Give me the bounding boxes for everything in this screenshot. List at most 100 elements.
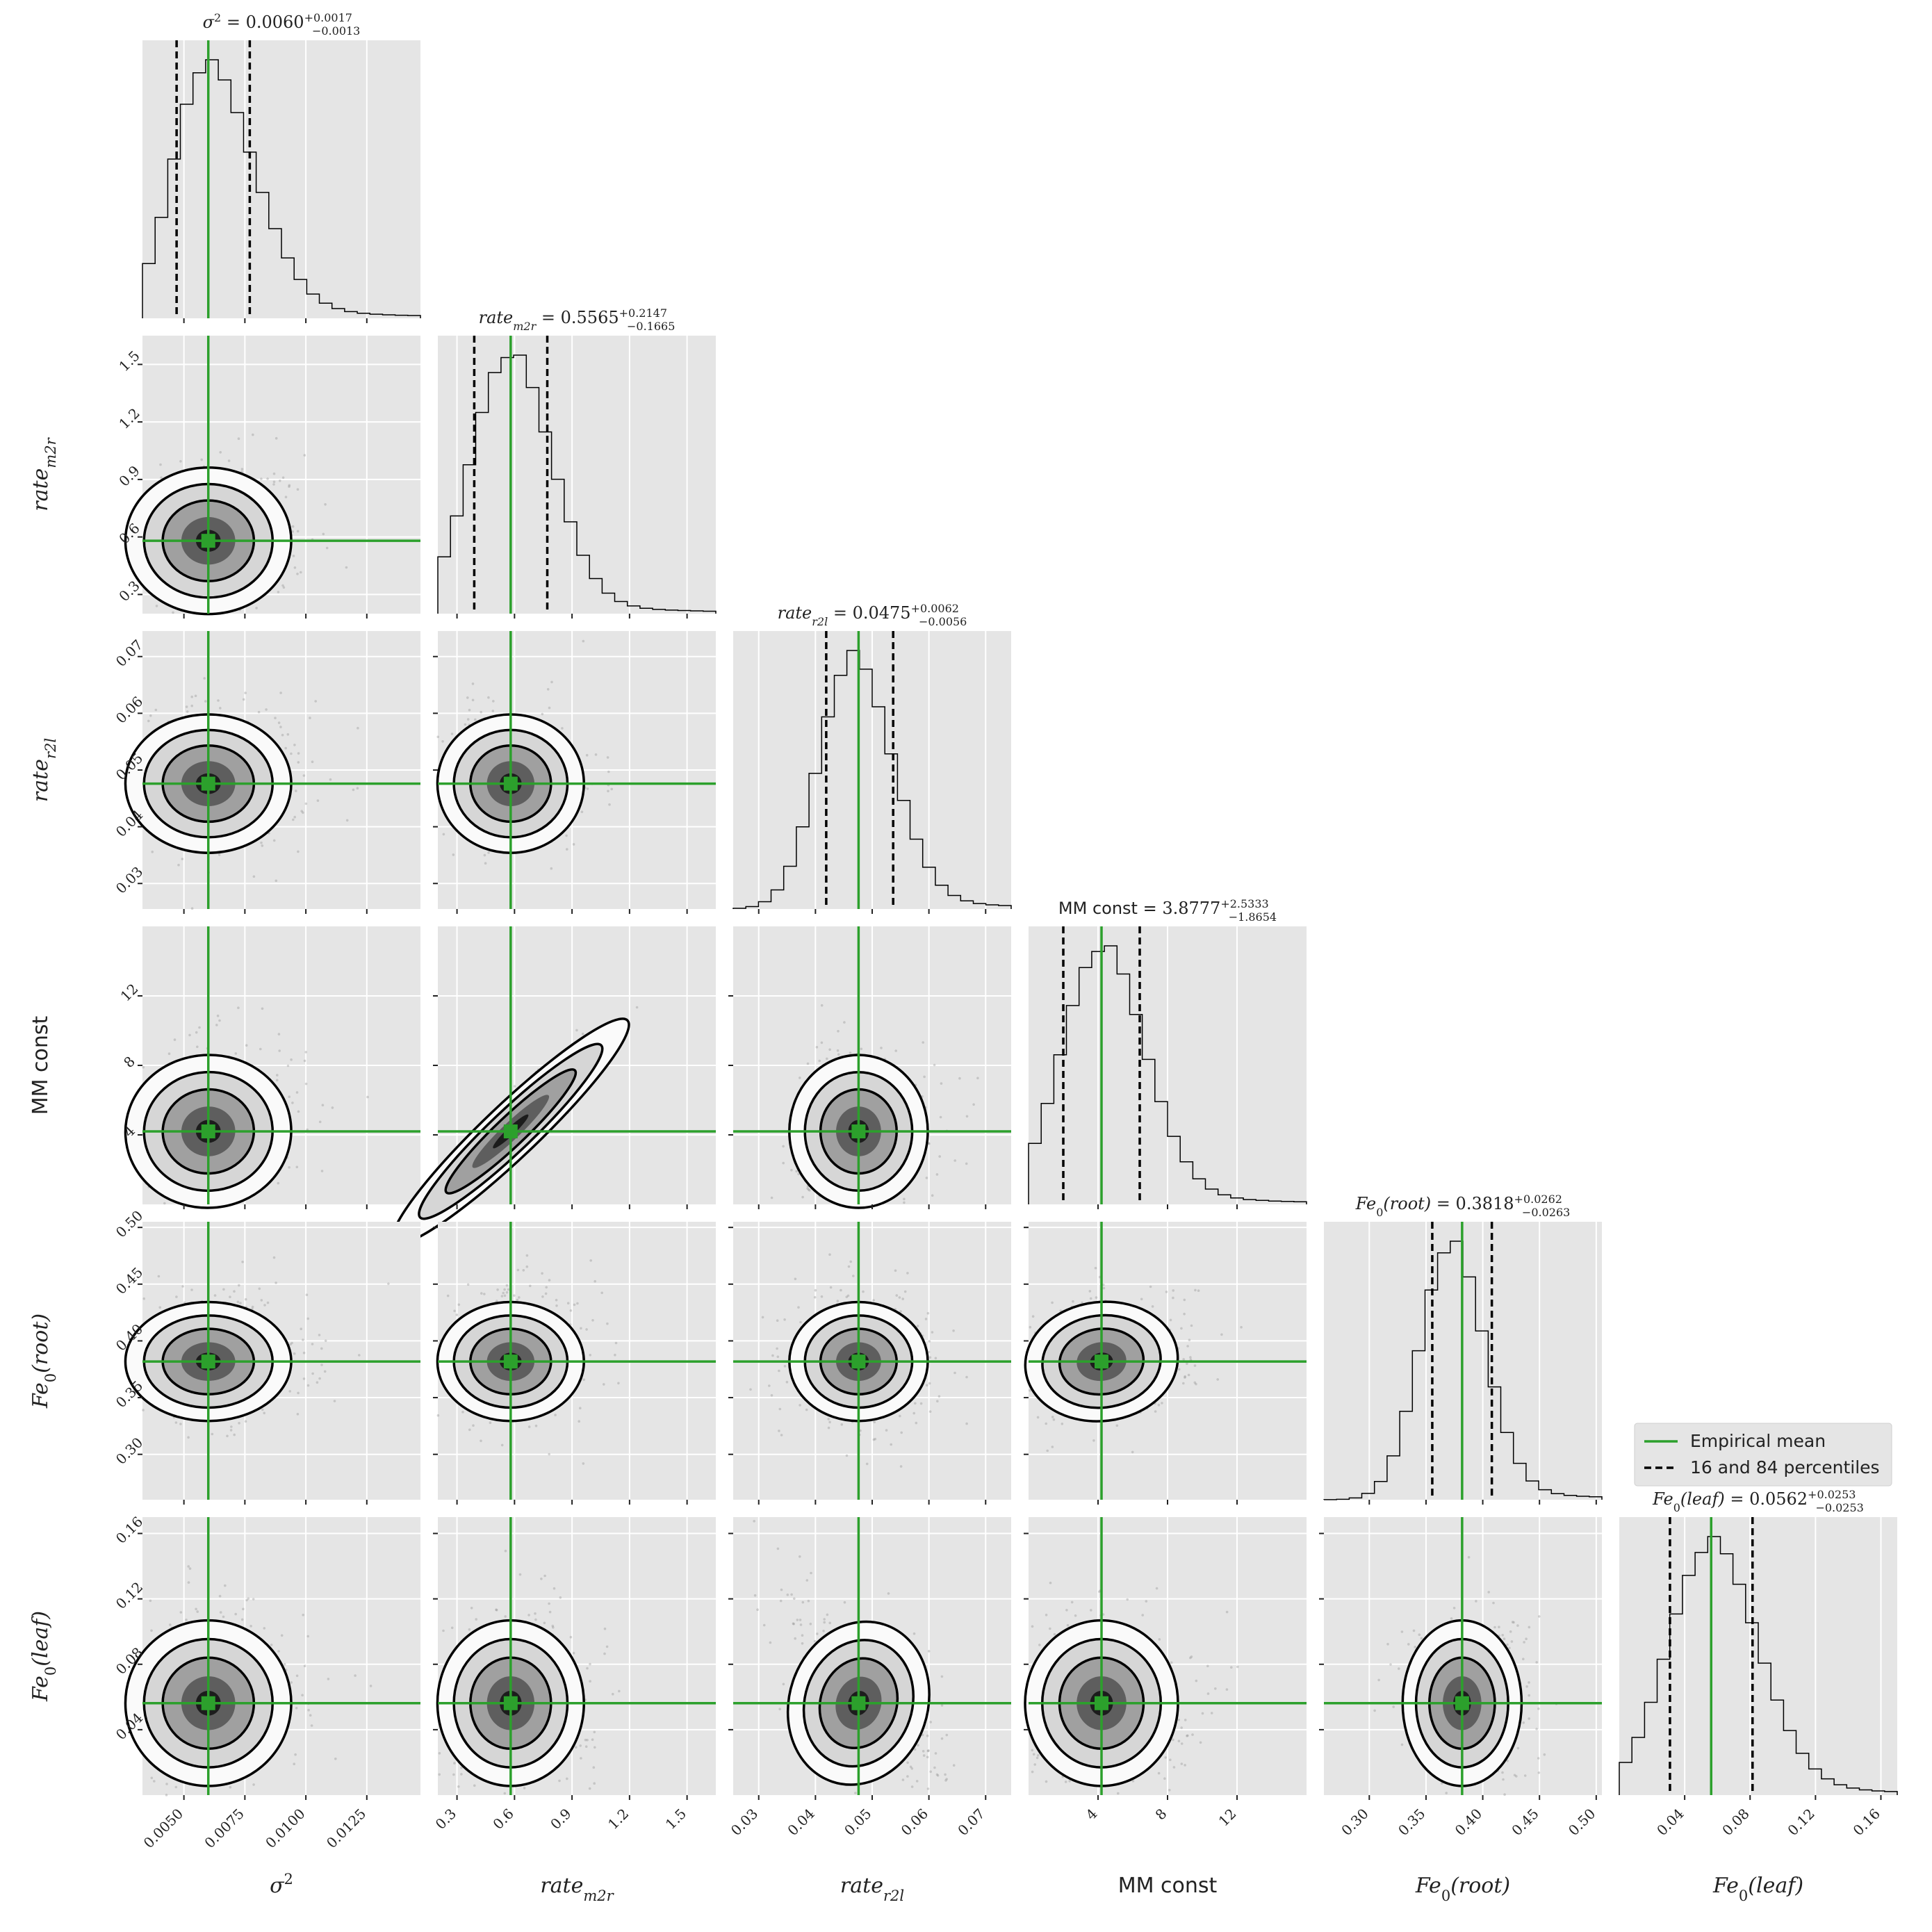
scatter-point xyxy=(177,863,180,867)
scatter-point xyxy=(550,680,553,684)
scatter-point xyxy=(1036,1416,1040,1419)
scatter-point xyxy=(575,1746,578,1749)
scatter-point xyxy=(284,746,287,750)
scatter-point xyxy=(275,1079,279,1082)
scatter-point xyxy=(196,1610,199,1613)
scatter-point xyxy=(306,1384,310,1387)
scatter-point xyxy=(241,1261,244,1263)
scatter-point xyxy=(783,1318,786,1321)
scatter-point xyxy=(900,1431,903,1434)
scatter-point xyxy=(581,1032,584,1035)
scatter-point xyxy=(541,712,544,716)
scatter-point xyxy=(173,1038,177,1041)
y-tick-label: 0.9 xyxy=(115,462,142,489)
scatter-point xyxy=(828,1048,831,1051)
scatter-point xyxy=(244,1297,247,1301)
scatter-point xyxy=(919,1402,923,1405)
scatter-point xyxy=(593,1730,596,1734)
scatter-point xyxy=(1216,1378,1219,1381)
scatter-point xyxy=(1045,1422,1047,1425)
scatter-point xyxy=(219,451,222,454)
scatter-point xyxy=(940,1082,943,1085)
scatter-point xyxy=(618,1689,621,1693)
scatter-point xyxy=(198,1026,201,1029)
scatter-point xyxy=(518,1296,521,1299)
scatter-point xyxy=(953,1159,956,1162)
histogram-steps xyxy=(437,354,717,614)
scatter-point xyxy=(155,605,158,607)
y-tick-label: 0.30 xyxy=(113,1434,146,1468)
scatter-point xyxy=(797,1306,800,1309)
scatter-point xyxy=(229,1429,233,1432)
scatter-point xyxy=(1131,1450,1134,1454)
scatter-point xyxy=(306,1635,309,1638)
scatter-point xyxy=(236,1300,240,1304)
histogram-panel-rate_r2l: rater2l = 0.0475+0.0062 −0.0056 xyxy=(732,602,1012,914)
scatter-point xyxy=(255,607,258,609)
scatter-point xyxy=(845,1454,849,1457)
scatter-point xyxy=(480,1292,483,1295)
scatter-point xyxy=(272,1256,276,1259)
scatter-point xyxy=(1102,1286,1106,1290)
scatter-point xyxy=(293,1352,296,1355)
scatter-point xyxy=(301,1694,304,1696)
scatter-point xyxy=(356,787,359,789)
scatter-point xyxy=(452,1773,455,1776)
scatter-point xyxy=(880,1047,883,1049)
scatter-point xyxy=(345,819,349,822)
scatter-panel-rate_m2r-vs-fe0_leaf: 0.3 0.6 0.9 1.2 1.5 xyxy=(432,1517,716,1833)
scatter-point xyxy=(610,787,613,791)
scatter-point xyxy=(211,1432,214,1436)
scatter-point xyxy=(916,1325,919,1327)
scatter-point xyxy=(807,1188,810,1191)
scatter-point xyxy=(1182,1382,1185,1385)
scatter-point xyxy=(175,1295,178,1298)
scatter-point xyxy=(816,1632,819,1635)
scatter-point xyxy=(814,1288,817,1292)
scatter-point xyxy=(576,1302,579,1305)
scatter-point xyxy=(580,810,584,813)
scatter-point xyxy=(181,858,184,860)
scatter-point xyxy=(306,1317,309,1320)
scatter-point xyxy=(579,1744,582,1747)
scatter-point xyxy=(263,1627,266,1630)
scatter-point xyxy=(820,1004,824,1007)
scatter-point xyxy=(457,1303,461,1307)
scatter-point xyxy=(566,1777,568,1780)
scatter-point xyxy=(836,1049,840,1052)
scatter-point xyxy=(579,1407,582,1409)
scatter-point xyxy=(316,799,320,802)
title-rate_r2l: rater2l = 0.0475+0.0062 −0.0056 xyxy=(778,602,967,629)
scatter-point xyxy=(295,1091,299,1094)
scatter-point xyxy=(323,1370,327,1373)
scatter-point xyxy=(357,726,359,730)
scatter-point xyxy=(846,1294,850,1297)
mean-marker xyxy=(503,1354,518,1369)
scatter-point xyxy=(436,735,439,739)
scatter-point xyxy=(442,1629,445,1632)
scatter-point xyxy=(785,1380,789,1384)
scatter-point xyxy=(150,1629,153,1632)
scatter-point xyxy=(309,1714,312,1717)
scatter-point xyxy=(573,1303,576,1307)
y-tick-label: 1.5 xyxy=(115,347,142,375)
scatter-point xyxy=(245,1044,248,1047)
scatter-point xyxy=(237,1006,240,1009)
scatter-point xyxy=(321,1104,325,1106)
scatter-point xyxy=(294,1753,297,1756)
scatter-point xyxy=(776,1347,778,1350)
scatter-point xyxy=(771,1354,774,1357)
scatter-point xyxy=(914,1402,917,1405)
scatter-point xyxy=(522,1269,525,1272)
scatter-point xyxy=(552,1626,555,1629)
scatter-point xyxy=(903,1201,906,1204)
scatter-point xyxy=(224,1584,227,1587)
scatter-point xyxy=(899,1465,903,1468)
scatter-point xyxy=(612,1692,614,1696)
scatter-panel-rate_m2r-vs-rate_r2l xyxy=(433,631,716,914)
scatter-point xyxy=(272,472,276,475)
scatter-point xyxy=(928,1382,931,1385)
scatter-point xyxy=(903,1197,906,1201)
scatter-point xyxy=(284,496,288,498)
scatter-point xyxy=(794,1277,797,1281)
